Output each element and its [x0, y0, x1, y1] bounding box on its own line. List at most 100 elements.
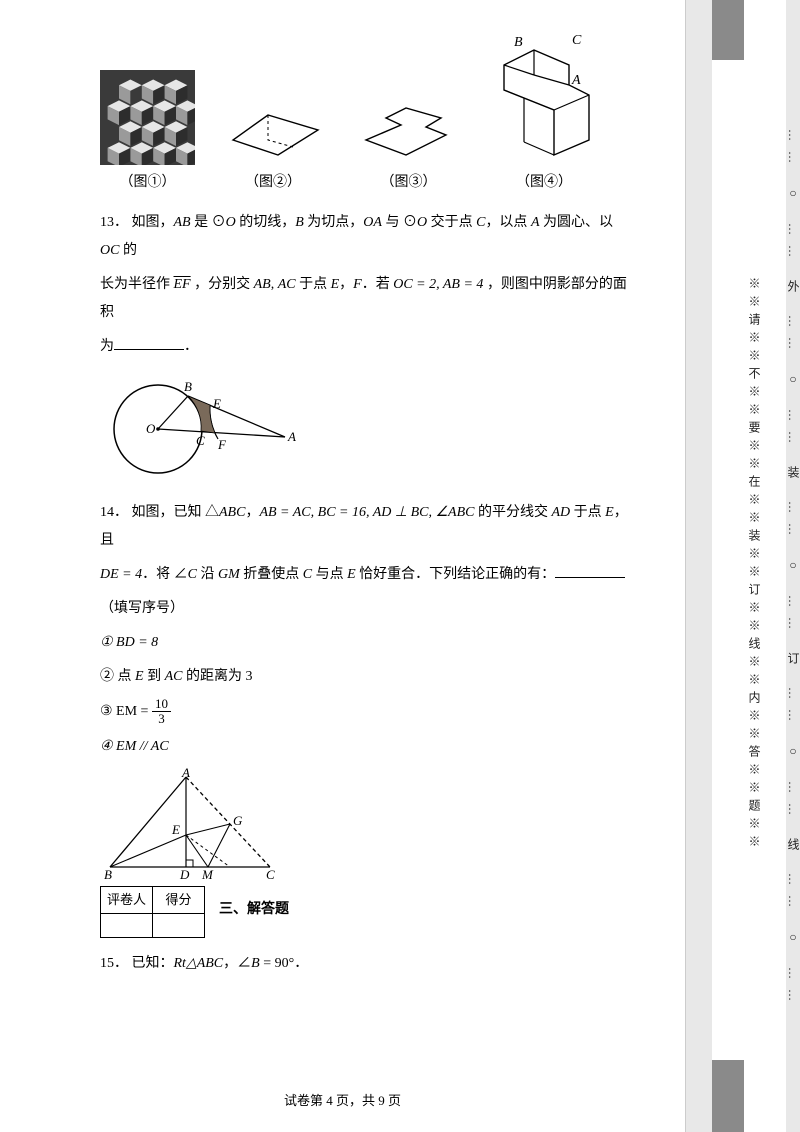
q13-t: ，以点 [485, 215, 531, 230]
q13-o: O [226, 215, 236, 230]
q14-opt4: ④ EM // AC [100, 739, 169, 754]
q13-t: 长为半径作 [100, 277, 174, 292]
figure-1: （图①） [100, 70, 195, 197]
figure-3: （图③） [351, 100, 466, 197]
q13-f: F [353, 277, 362, 292]
gutter-stripe [712, 0, 744, 1132]
q15-num: 15． [100, 956, 128, 971]
q15-ta: 已知： [132, 956, 174, 971]
score-cell [153, 913, 205, 937]
q13-diagram: O B E A C F [100, 367, 310, 487]
q13-t: 是 ⊙ [191, 215, 226, 230]
gutter-inner: ※※请※※不※※要※※在※※装※※订※※线※※内※※答※※题※※ [746, 277, 763, 853]
fig4-svg: B C A [484, 30, 604, 165]
q13-dia-A: A [287, 429, 296, 444]
q13-t: ，分别交 [191, 277, 254, 292]
q14-opt3-num: 10 [152, 697, 171, 712]
q14-opt2c: 的距离为 3 [182, 669, 252, 684]
q14-gm: GM [218, 567, 240, 582]
q15-rt: Rt△ABC [174, 956, 224, 971]
question-14: 14． 如图，已知 △ABC，AB = AC, BC = 16, AD ⊥ BC… [100, 499, 635, 938]
q14-opt2b: 到 [144, 669, 165, 684]
q13-t: 于点 [296, 277, 331, 292]
fig4-pt-C: C [572, 33, 582, 48]
q13-oa: OA [363, 215, 382, 230]
fig3-svg [351, 100, 466, 165]
fig1-label: （图①） [120, 169, 176, 197]
fig4-pt-A: A [571, 73, 581, 88]
q13-dia-E: E [212, 396, 221, 411]
q13-t: 与 ⊙ [382, 215, 417, 230]
q14-opt3a: ③ EM = [100, 704, 152, 719]
q15-b: B [251, 956, 260, 971]
fig2-svg [213, 95, 333, 165]
q14-blank [555, 564, 625, 578]
gutter-outer: …… ○ …… 外 …… ○ …… 装 …… ○ …… 订 …… ○ …… 线 … [785, 129, 800, 1011]
binding-gutter: ※※请※※不※※要※※在※※装※※订※※线※※内※※答※※题※※ …… ○ ……… [685, 0, 800, 1132]
question-13: 13． 如图，AB 是 ⊙O 的切线，B 为切点，OA 与 ⊙O 交于点 C，以… [100, 209, 635, 487]
q13-t: 为 [100, 339, 114, 354]
q14-t: 与点 [312, 567, 347, 582]
q14-t: 如图，已知 △ [132, 505, 220, 520]
q14-opt2e: E [135, 669, 144, 684]
q14-diagram: A B C D E G M [100, 767, 280, 882]
q14-t: 的平分线交 [474, 505, 551, 520]
score-table: 评卷人得分 [100, 886, 205, 938]
q14-hint: （填写序号） [100, 595, 635, 623]
q13-t: 的切线， [236, 215, 296, 230]
q13-a: A [531, 215, 540, 230]
fig4-pt-B: B [514, 35, 523, 50]
figure-2: （图②） [213, 95, 333, 197]
fig1-svg [100, 70, 195, 165]
q14-cond1: AB = AC, BC = 16, AD ⊥ BC, ∠ABC [259, 505, 474, 520]
score-col2: 得分 [153, 886, 205, 913]
q13-e: E [331, 277, 340, 292]
q13-cond: OC = 2, AB = 4 [393, 277, 483, 292]
q14-opt3-frac: 103 [152, 697, 171, 727]
gutter-inner-text: ※※请※※不※※要※※在※※装※※订※※线※※内※※答※※题※※ [746, 70, 763, 1060]
q14-opt2a: ② 点 [100, 669, 135, 684]
score-col1: 评卷人 [101, 886, 153, 913]
gutter-block [712, 1060, 744, 1132]
question-15: 15． 已知：Rt△ABC，∠B = 90°． [100, 950, 635, 978]
section-3-title: 三、解答题 [219, 896, 289, 924]
q13-num: 13． [100, 215, 128, 230]
q13-dia-B: B [184, 379, 192, 394]
fig3-label: （图③） [381, 169, 437, 197]
q13-o2: O [417, 215, 427, 230]
q14-opt1: ① BD = 8 [100, 635, 158, 650]
q14-t: 于点 [570, 505, 605, 520]
q14-dia-M: M [201, 867, 214, 882]
q14-t: ．将 ∠ [142, 567, 188, 582]
q13-ab: AB [174, 215, 191, 230]
q14-e2: E [347, 567, 356, 582]
q13-b: B [295, 215, 304, 230]
exam-page: （图①） （图②） （图③） [0, 0, 685, 1132]
q13-t: 为切点， [304, 215, 364, 230]
q13-t: ， [339, 277, 353, 292]
q14-c2: C [303, 567, 312, 582]
q13-dia-C: C [196, 433, 205, 448]
q15-tc: = 90°． [260, 956, 309, 971]
q13-dia-O: O [146, 421, 156, 436]
q13-ac: AC [278, 277, 296, 292]
q14-dia-C: C [266, 867, 275, 882]
q14-de: DE = 4 [100, 567, 142, 582]
q13-t: ．若 [362, 277, 394, 292]
q13-oc: OC [100, 243, 119, 258]
q14-t: 恰好重合．下列结论正确的有： [356, 567, 556, 582]
score-cell [101, 913, 153, 937]
fig2-label: （图②） [245, 169, 301, 197]
q14-t: ， [245, 505, 259, 520]
q14-opt2ac: AC [165, 669, 183, 684]
gutter-outer-text: …… ○ …… 外 …… ○ …… 装 …… ○ …… 订 …… ○ …… 线 … [786, 40, 800, 1100]
q14-dia-D: D [179, 867, 190, 882]
q14-t: 沿 [197, 567, 218, 582]
q14-t: 折叠使点 [240, 567, 303, 582]
q14-dia-A: A [181, 767, 190, 780]
q13-t: 交于点 [427, 215, 476, 230]
figure-row: （图①） （图②） （图③） [100, 30, 635, 197]
q14-dia-G: G [233, 813, 243, 828]
gutter-stripe [686, 0, 712, 1132]
q14-opt3-den: 3 [152, 712, 171, 726]
